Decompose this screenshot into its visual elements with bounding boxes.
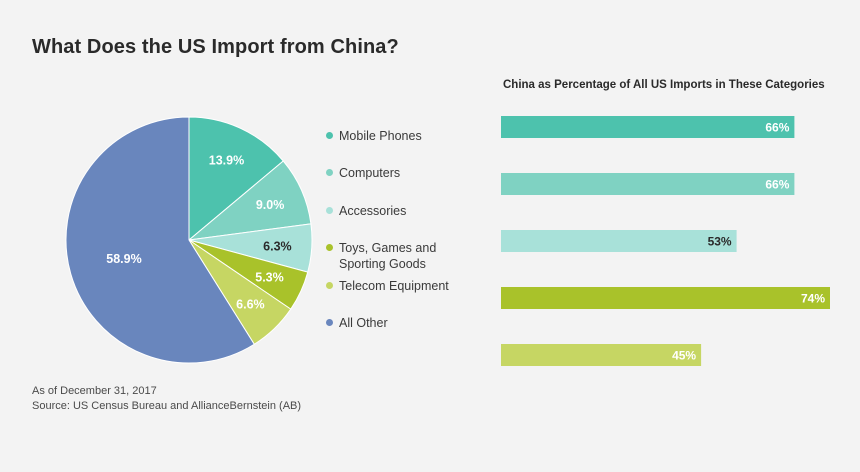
bar-mobile-phones: [501, 116, 795, 138]
pie-label-computers: 9.0%: [256, 198, 285, 212]
chart-title: What Does the US Import from China?: [32, 36, 399, 58]
legend-label: Mobile Phones: [339, 129, 422, 143]
pie-chart: 13.9% 9.0% 6.3% 5.3% 6.6% 58.9%: [65, 116, 313, 364]
footnote-date: As of December 31, 2017: [32, 385, 157, 397]
bar-computers: [501, 173, 795, 195]
bar-label-toys-games-and-sporting-goods: 74%: [801, 292, 825, 306]
legend-swatch: [326, 132, 333, 139]
pie-slice-all-other: [65, 116, 255, 364]
bar-accessories: [501, 230, 737, 252]
legend-label: Toys, Games and Sporting Goods: [339, 241, 437, 271]
legend-swatch: [326, 319, 333, 326]
legend-swatch: [326, 282, 333, 289]
legend-label: Accessories: [339, 204, 407, 218]
bar-label-telecom-equipment: 45%: [672, 349, 696, 363]
bar-label-computers: 66%: [765, 178, 789, 192]
bar-toys-games-and-sporting-goods: [501, 287, 830, 309]
pie-label-mobile-phones: 13.9%: [209, 153, 244, 167]
pie-label-toys-games-and-sporting-goods: 5.3%: [255, 271, 284, 285]
pie-label-accessories: 6.3%: [263, 239, 292, 253]
pie-label-all-other: 58.9%: [106, 252, 141, 266]
legend-label: Telecom Equipment: [339, 279, 449, 293]
legend-swatch: [326, 207, 333, 214]
bar-label-accessories: 53%: [708, 235, 732, 249]
legend-label: Computers: [339, 166, 401, 180]
legend-swatch: [326, 169, 333, 176]
legend-label: All Other: [339, 316, 388, 330]
footnote: As of December 31, 2017 Source: US Censu…: [32, 384, 301, 414]
bar-telecom-equipment: [501, 344, 702, 366]
footnote-source: Source: US Census Bureau and AllianceBer…: [32, 400, 302, 412]
pie-slice-mobile-phones: [188, 116, 284, 242]
bar-label-mobile-phones: 66%: [765, 121, 789, 135]
legend-swatch: [326, 244, 333, 251]
pie-label-telecom-equipment: 6.6%: [236, 297, 265, 311]
bar-chart-title: China as Percentage of All US Imports in…: [503, 79, 825, 91]
